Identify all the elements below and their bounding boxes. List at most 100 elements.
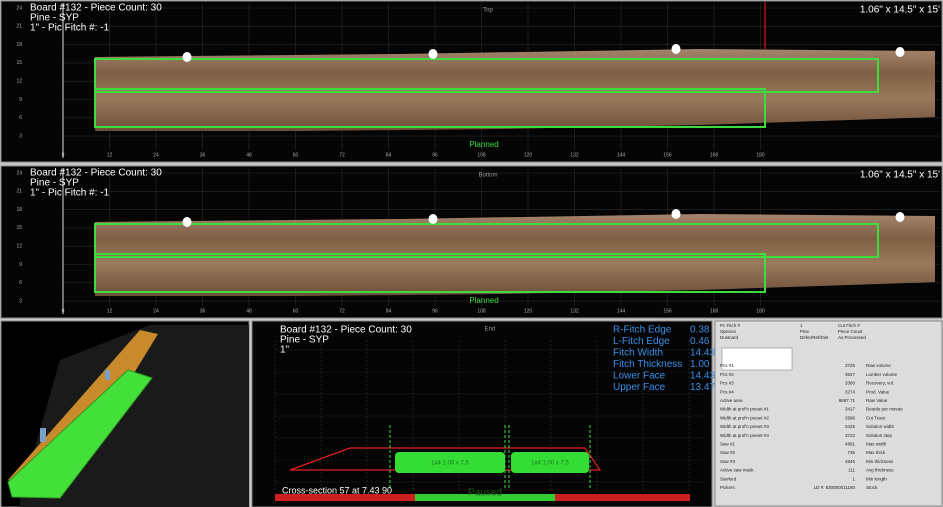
y-tick-label: 6 (19, 115, 22, 121)
x-tick-label: 132 (570, 152, 579, 158)
measure-label: Upper Face (613, 382, 666, 393)
info-note: Max width (866, 441, 887, 446)
info-value: 3725 (845, 363, 856, 368)
measure-label: Lower Face (613, 371, 666, 382)
info-label: Saw #3 (720, 459, 736, 464)
x-tick-label: 168 (710, 152, 719, 158)
y-tick-label: 6 (19, 280, 22, 286)
x-tick-label: 60 (293, 308, 299, 314)
x-tick-label: 48 (246, 308, 252, 314)
y-tick-label: 24 (16, 5, 22, 11)
info-label: Saw #2 (720, 450, 736, 455)
info-label: Sawlord (720, 476, 737, 481)
status: Planned (469, 296, 498, 305)
x-tick-label: 120 (524, 152, 533, 158)
measure-value: 0.46 (690, 336, 710, 347)
x-tick-label: 72 (339, 308, 345, 314)
info-value: 3722 (845, 433, 856, 438)
piece-label: 1x4 1.00 x 7.5 (431, 461, 469, 467)
x-tick-label: 36 (200, 152, 206, 158)
info-value: 3417 (845, 407, 856, 412)
info-label: Active area (720, 398, 743, 403)
info-note: Cut Trace (866, 415, 886, 420)
face-label: Top (483, 8, 493, 14)
face-label: End (485, 327, 496, 333)
info-label: Active saw mask (720, 468, 754, 473)
x-tick-label: 120 (524, 308, 533, 314)
info-label: Pc Fitch # (720, 323, 741, 328)
info-value: Pine (800, 329, 810, 334)
x-tick-label: 12 (107, 152, 113, 158)
info-note: Boards per minute (866, 407, 903, 412)
x-tick-label: 180 (756, 308, 765, 314)
x-tick-label: 12 (107, 308, 113, 314)
info-value: 3627 (845, 372, 856, 377)
piece-label: 1x4 1.00 x 7.5 (531, 461, 569, 467)
info-value: 4881 (845, 441, 856, 446)
x-tick-label: 84 (386, 308, 392, 314)
marker-dot (183, 217, 192, 227)
info-label: Species (720, 329, 737, 334)
info-label: Pcs #4 (720, 389, 734, 394)
info-note: Recovery, vol. (866, 381, 894, 386)
marker-dot (429, 214, 438, 224)
board-info: 1" - Pic Fitch #: -1 (30, 23, 110, 34)
measure-label: L-Fitch Edge (613, 336, 670, 347)
info-label: Saw #1 (720, 441, 736, 446)
info-note: Min thickness (866, 459, 894, 464)
info-label: Pcs #3 (720, 381, 734, 386)
measure-value: 14.43 (690, 371, 715, 382)
x-tick-label: 84 (386, 152, 392, 158)
board-info: 1" (280, 345, 290, 356)
x-tick-label: 60 (293, 152, 299, 158)
measure-label: Fitch Width (613, 348, 663, 359)
marker-dot (672, 44, 681, 54)
x-tick-label: 144 (617, 152, 626, 158)
info-label: Dustcard (720, 335, 739, 340)
x-tick-label: 132 (570, 308, 579, 314)
y-tick-label: 18 (16, 207, 22, 213)
y-tick-label: 21 (16, 24, 22, 30)
info-note: Avg thickness (866, 468, 894, 473)
info-value: Defer/Ref/Dist (800, 335, 829, 340)
info-label: Pcs #1 (720, 363, 734, 368)
info-value: 3380 (845, 381, 856, 386)
y-tick-label: 21 (16, 189, 22, 195)
info-note: Solution step (866, 433, 893, 438)
y-tick-label: 9 (19, 97, 22, 103)
x-tick-label: 168 (710, 308, 719, 314)
info-value: 736 (847, 450, 855, 455)
x-tick-label: 144 (617, 308, 626, 314)
info-note: Raw Value (866, 398, 888, 403)
page: { "top_view": { "board_info": ["Board #1… (0, 0, 943, 507)
y-tick-label: 18 (16, 42, 22, 48)
x-tick-label: 48 (246, 152, 252, 158)
measure-label: Fitch Thickness (613, 359, 682, 370)
info-value: 3425 (845, 424, 856, 429)
info-label: Width at prof'n preset #2 (720, 415, 769, 420)
y-tick-label: 15 (16, 60, 22, 66)
info-note: Cut Fitch # (838, 323, 860, 328)
info-note: Max thick (866, 450, 886, 455)
info-note: As Processed (838, 335, 866, 340)
info-label: Width at prof'n preset #4 (720, 433, 769, 438)
info-value: LD #: 830000011180 (814, 485, 856, 490)
measure-value: 14.43 (690, 348, 715, 359)
info-note: Piece Count (838, 329, 863, 334)
info-note: Min length (866, 476, 887, 481)
screen: 2421181512963012243648607284961081201321… (0, 0, 943, 507)
info-label: Width at prof'n preset #1 (720, 407, 769, 412)
board-info: 1" - Pic Fitch #: -1 (30, 188, 110, 199)
x-tick-label: 72 (339, 152, 345, 158)
info-value: 4846 (845, 459, 856, 464)
info-note: Raw volume (866, 363, 891, 368)
x-tick-label: 24 (153, 152, 159, 158)
dimensions: 1.06" x 14.5" x 15' (860, 170, 940, 181)
info-value: 3274 (845, 389, 856, 394)
x-tick-label: 36 (200, 308, 206, 314)
roller (40, 428, 46, 442)
marker-dot (672, 209, 681, 219)
measure-label: R-Fitch Edge (613, 325, 672, 336)
x-tick-label: 96 (432, 152, 438, 158)
x-tick-label: 180 (756, 152, 765, 158)
